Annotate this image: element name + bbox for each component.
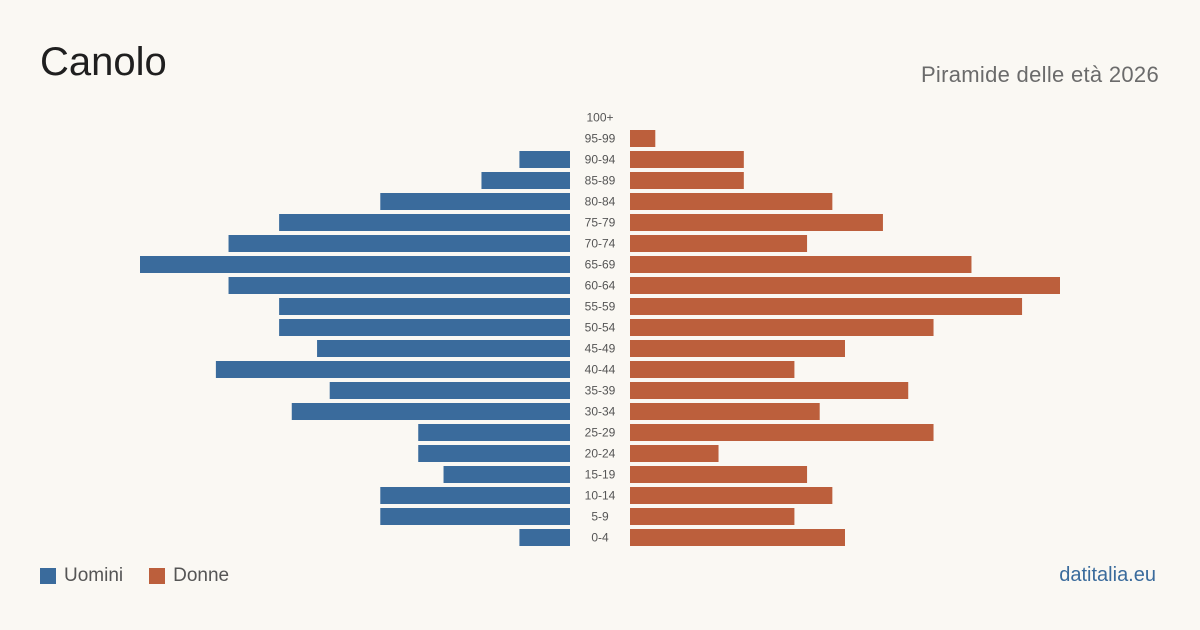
bar-men-80-84 (380, 193, 570, 210)
bar-men-35-39 (329, 382, 570, 399)
bar-women-10-14 (630, 487, 833, 504)
bar-men-85-89 (481, 172, 570, 189)
age-label-15-19: 15-19 (585, 468, 616, 482)
source-link[interactable]: datitalia.eu (1059, 564, 1156, 586)
age-label-100+: 100+ (586, 111, 613, 125)
bar-women-95-99 (630, 130, 656, 147)
bar-men-10-14 (380, 487, 570, 504)
age-label-40-44: 40-44 (585, 363, 616, 377)
age-label-70-74: 70-74 (585, 237, 616, 251)
bar-women-25-29 (630, 424, 934, 441)
bar-men-75-79 (279, 214, 570, 231)
legend-swatch-men (40, 568, 56, 584)
bar-women-0-4 (630, 529, 845, 546)
age-label-80-84: 80-84 (585, 195, 616, 209)
legend-item-men: Uomini (40, 565, 123, 587)
bar-men-65-69 (140, 256, 570, 273)
bar-women-55-59 (630, 298, 1023, 315)
age-label-35-39: 35-39 (585, 384, 616, 398)
bar-men-15-19 (443, 466, 570, 483)
legend-swatch-women (149, 568, 166, 584)
bar-men-70-74 (228, 235, 570, 252)
bar-women-60-64 (630, 277, 1060, 294)
legend-label-men: Uomini (64, 565, 124, 586)
age-label-75-79: 75-79 (585, 216, 616, 230)
chart-subtitle: Piramide delle età 2026 (920, 62, 1159, 87)
bar-women-5-9 (630, 508, 795, 525)
bar-women-45-49 (630, 340, 845, 357)
bar-men-20-24 (418, 445, 570, 462)
bar-men-45-49 (317, 340, 570, 357)
bar-women-35-39 (630, 382, 909, 399)
bar-women-85-89 (630, 172, 744, 189)
bar-men-30-34 (291, 403, 570, 420)
age-label-90-94: 90-94 (585, 153, 616, 167)
legend-label-women: Donne (173, 565, 230, 586)
age-label-55-59: 55-59 (585, 300, 616, 314)
age-label-30-34: 30-34 (585, 405, 616, 419)
bar-men-40-44 (215, 361, 570, 378)
age-label-85-89: 85-89 (585, 174, 616, 188)
bar-women-20-24 (630, 445, 719, 462)
age-label-0-4: 0-4 (591, 531, 609, 545)
age-label-20-24: 20-24 (585, 447, 616, 461)
bar-women-80-84 (630, 193, 833, 210)
bar-men-90-94 (519, 151, 570, 168)
chart-title: Canolo (40, 40, 167, 84)
age-label-5-9: 5-9 (591, 510, 609, 524)
age-label-60-64: 60-64 (585, 279, 616, 293)
bar-women-65-69 (630, 256, 972, 273)
age-label-10-14: 10-14 (585, 489, 616, 503)
bar-women-90-94 (630, 151, 744, 168)
bar-women-70-74 (630, 235, 808, 252)
age-label-65-69: 65-69 (585, 258, 616, 272)
age-label-95-99: 95-99 (585, 132, 616, 146)
bar-women-75-79 (630, 214, 883, 231)
bar-women-15-19 (630, 466, 808, 483)
age-label-45-49: 45-49 (585, 342, 616, 356)
age-label-25-29: 25-29 (585, 426, 616, 440)
bar-women-40-44 (630, 361, 795, 378)
bar-men-0-4 (519, 529, 570, 546)
bar-women-50-54 (630, 319, 934, 336)
bar-men-55-59 (279, 298, 570, 315)
bar-women-30-34 (630, 403, 820, 420)
legend-item-women: Donne (149, 565, 229, 587)
bar-men-25-29 (418, 424, 570, 441)
bar-men-60-64 (228, 277, 570, 294)
age-label-50-54: 50-54 (585, 321, 616, 335)
legend: Uomini Donne (40, 565, 255, 587)
bar-men-5-9 (380, 508, 570, 525)
bar-men-50-54 (279, 319, 570, 336)
